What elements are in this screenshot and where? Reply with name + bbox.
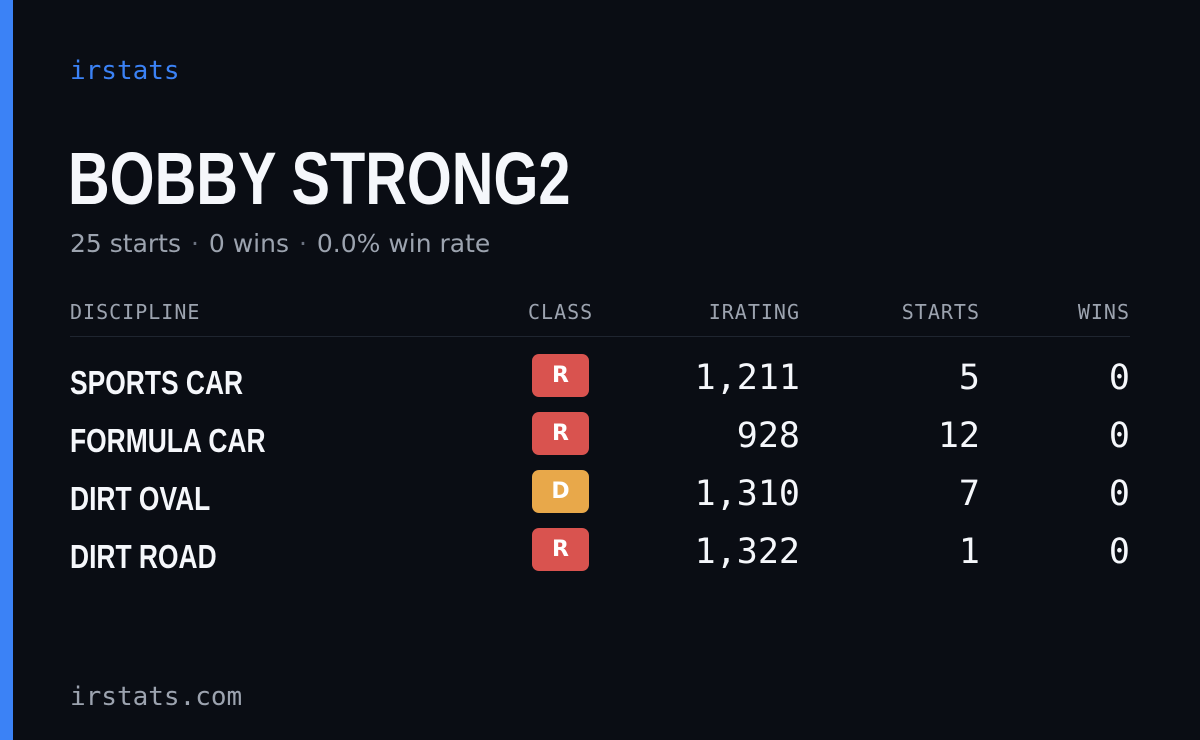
header-irating: IRATING <box>708 300 800 324</box>
summary-separator: · <box>298 229 307 258</box>
starts-value: 12 <box>937 416 980 456</box>
starts-value: 7 <box>958 474 980 514</box>
header-class: CLASS <box>528 300 594 324</box>
header-wins: WINS <box>1077 300 1130 324</box>
summary-separator: · <box>190 229 199 258</box>
discipline-name: SPORTS CAR <box>70 364 244 401</box>
irating-value: 1,310 <box>694 474 800 514</box>
class-badge: D <box>532 470 589 513</box>
table-row: SPORTS CAR R 1,211 5 0 <box>70 354 1130 404</box>
wins-value: 0 <box>1108 474 1130 514</box>
wins-value: 0 <box>1108 532 1130 572</box>
irating-value: 928 <box>736 416 800 456</box>
irating-value: 1,211 <box>694 358 800 398</box>
starts-value: 1 <box>958 532 980 572</box>
footer-url[interactable]: irstats.com <box>70 682 243 712</box>
table-header: DISCIPLINE CLASS IRATING STARTS WINS <box>70 298 1130 337</box>
wins-value: 0 <box>1108 416 1130 456</box>
discipline-name: FORMULA CAR <box>70 422 266 459</box>
irating-value: 1,322 <box>694 532 800 572</box>
driver-summary: 25 starts · 0 wins · 0.0% win rate <box>70 229 490 258</box>
accent-bar <box>0 0 13 740</box>
header-discipline: DISCIPLINE <box>70 300 201 324</box>
summary-win-rate: 0.0% win rate <box>316 229 491 258</box>
driver-name: BOBBY STRONG2 <box>68 137 571 220</box>
class-badge: R <box>532 354 589 397</box>
wins-value: 0 <box>1108 358 1130 398</box>
starts-value: 5 <box>958 358 980 398</box>
discipline-name: DIRT OVAL <box>70 480 211 517</box>
summary-starts: 25 starts <box>70 229 182 258</box>
table-row: FORMULA CAR R 928 12 0 <box>70 412 1130 462</box>
discipline-name: DIRT ROAD <box>70 538 217 575</box>
table-row: DIRT OVAL D 1,310 7 0 <box>70 470 1130 520</box>
class-badge: R <box>532 412 589 455</box>
header-starts: STARTS <box>901 300 980 324</box>
class-badge: R <box>532 528 589 571</box>
discipline-table: DISCIPLINE CLASS IRATING STARTS WINS SPO… <box>70 298 1130 575</box>
brand-logo: irstats <box>70 56 180 86</box>
summary-wins: 0 wins <box>208 229 289 258</box>
table-row: DIRT ROAD R 1,322 1 0 <box>70 528 1130 578</box>
